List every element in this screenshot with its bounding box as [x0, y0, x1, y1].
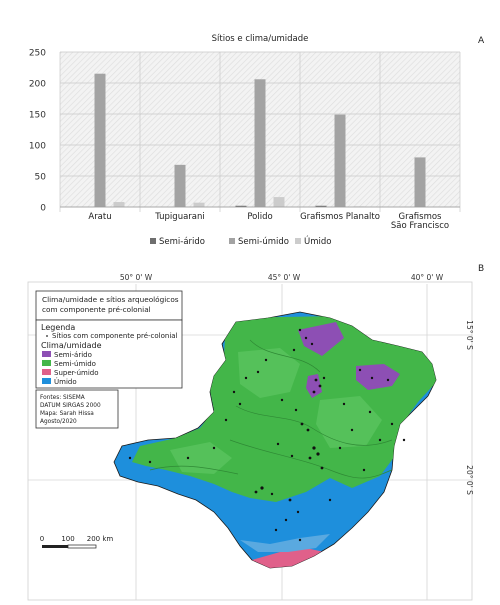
map-legend: Clima/umidade e sítios arqueológicos com…: [35, 290, 183, 429]
legend-swatch: [150, 238, 156, 244]
legend-label: Úmido: [304, 235, 331, 247]
bar: [174, 164, 186, 207]
panel-b-letter: B: [478, 264, 485, 274]
x-tick-label: Grafismos Planalto: [300, 212, 380, 222]
legend-heading: Legenda: [41, 323, 75, 332]
site-points: [128, 328, 406, 542]
bar: [113, 202, 125, 207]
state-map: [113, 311, 437, 569]
scale-bar: 0 100 200 km: [40, 535, 114, 549]
y-tick-label: 150: [29, 111, 46, 121]
y-tick-label: 200: [29, 80, 46, 90]
legend-swatch: [229, 238, 235, 244]
y-tick-label: 50: [35, 173, 47, 183]
legend-label-semi-umido: Semi-úmido: [54, 360, 96, 368]
x-tick-label: São Francisco: [391, 221, 449, 231]
lon-label-1: 50° 0' W: [120, 273, 153, 282]
legend-title-line1: Clima/umidade e sítios arqueológicos: [42, 295, 179, 304]
bar: [334, 114, 346, 207]
chart-title: Sítios e clima/umidade: [212, 34, 309, 44]
legend-label: Semi-árido: [159, 237, 205, 247]
legend-title-line2: com componente pré-colonial: [42, 305, 151, 314]
x-tick-label: Aratu: [88, 212, 111, 222]
lat-label-2: 20° 0' S: [465, 465, 474, 495]
legend-source-1: Fontes: SISEMA: [40, 395, 85, 401]
y-tick-label: 100: [29, 142, 46, 152]
lon-label-3: 40° 0' W: [411, 273, 444, 282]
bar: [235, 205, 247, 207]
map-frame: [27, 281, 473, 601]
legend-swatch-super-umido: [42, 369, 51, 375]
legend-site-marker: [46, 335, 48, 337]
bar: [273, 197, 285, 207]
legend-swatch: [295, 238, 301, 244]
panel-a-letter: A: [478, 36, 485, 46]
legend-label: Semi-úmido: [238, 237, 289, 247]
legend-label-semi-arido: Semi-árido: [54, 351, 92, 359]
legend-source-2: DATUM SIRGAS 2000: [40, 403, 101, 409]
bar-chart: Sítios e clima/umidade 0 50 100 150 200 250 Ara…: [29, 34, 461, 247]
legend-label-umido: Úmido: [54, 377, 77, 386]
x-tick-label: Polido: [247, 212, 272, 222]
y-tick-label: 250: [29, 49, 46, 59]
x-tick-label: Grafismos: [399, 212, 443, 222]
scale-tick-200: 200 km: [87, 535, 114, 543]
bar: [193, 202, 205, 207]
bar: [94, 73, 106, 207]
legend-climate-heading: Clima/umidade: [41, 341, 102, 350]
legend-swatch-umido: [42, 378, 51, 384]
scale-tick-100: 100: [61, 535, 74, 543]
lat-label-1: 15° 0' S: [465, 320, 474, 350]
bar: [254, 79, 266, 207]
legend-swatch-semi-arido: [42, 351, 51, 357]
bar: [414, 157, 426, 207]
legend-source-3: Mapa: Sarah Hissa: [40, 411, 94, 417]
x-tick-label: Tupiguarani: [154, 212, 205, 222]
legend-label-super-umido: Super-úmido: [54, 369, 99, 377]
bar: [315, 205, 327, 207]
y-tick-label: 0: [40, 204, 46, 214]
lon-label-2: 45° 0' W: [268, 273, 301, 282]
legend-source-4: Agosto/2020: [40, 419, 77, 425]
legend-sites-item: Sítios com componente pré-colonial: [52, 332, 178, 340]
scale-tick-0: 0: [40, 535, 44, 543]
legend-swatch-semi-umido: [42, 360, 51, 366]
